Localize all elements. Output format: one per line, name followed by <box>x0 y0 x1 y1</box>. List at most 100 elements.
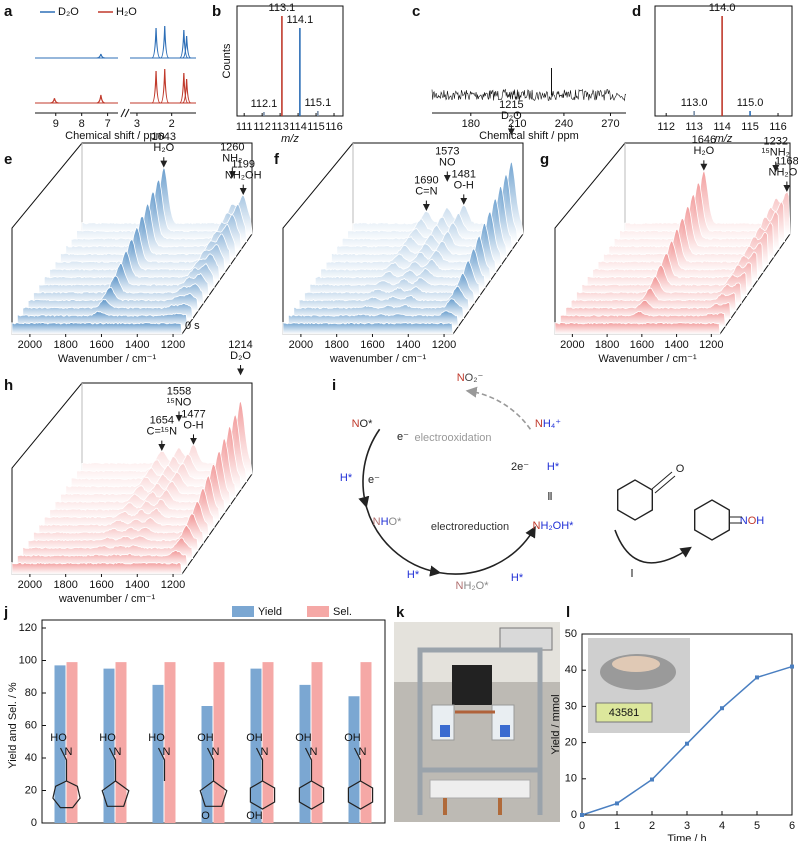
annotation-value: 1646 <box>692 134 716 146</box>
label-part: H₄⁺ <box>543 418 561 430</box>
spectrum-trace <box>11 561 183 575</box>
peak-label: 115.1 <box>304 97 331 109</box>
annotation-value: 1214 <box>228 339 252 351</box>
panel-label: h <box>4 377 13 394</box>
annotation-value: 1573 <box>435 145 459 157</box>
x-tick-label: 5 <box>754 820 760 832</box>
x-tick-label: 113 <box>271 121 289 133</box>
species-label: NH₂OH* <box>533 520 575 532</box>
label-part: H* <box>340 472 353 484</box>
label-part: e⁻ <box>368 474 380 486</box>
x-tick-label: 1800 <box>324 339 348 351</box>
x-tick-label: 2 <box>649 820 655 832</box>
x-tick-label: 1800 <box>53 579 77 591</box>
time-label: 0 s <box>185 320 200 332</box>
structure-label: N <box>65 746 73 758</box>
ring <box>617 479 653 521</box>
x-tick-label: 1200 <box>432 339 456 351</box>
spectrum-trace <box>38 262 210 296</box>
label-part: N <box>457 372 465 384</box>
inset-display <box>595 702 653 723</box>
x-tick-label: 1600 <box>89 579 113 591</box>
data-point <box>755 675 759 680</box>
species-label: 2e⁻ <box>511 461 529 473</box>
panel-label: d <box>632 3 641 20</box>
annotation-label: NO <box>439 156 456 168</box>
x-tick-label: 116 <box>325 121 343 133</box>
x-tick-label: 113 <box>685 121 703 133</box>
species-label: NOH <box>740 515 765 527</box>
species-label: electroreduction <box>431 521 509 533</box>
label-part: O <box>748 515 757 527</box>
bar <box>348 696 360 823</box>
species-label: H* <box>340 472 353 484</box>
spectrum-trace <box>293 298 465 320</box>
peak-label: 113.1 <box>269 2 296 14</box>
x-axis-label: m/z <box>281 133 299 145</box>
bar <box>103 668 115 823</box>
label-part: N <box>373 516 381 528</box>
label-part: N <box>455 580 463 592</box>
species-label: electrooxidation <box>414 432 491 444</box>
spectrum-trace <box>586 253 753 289</box>
label-part: electroreduction <box>431 521 509 533</box>
legend-label: Yield <box>258 606 282 618</box>
annotation-label: NH₂ <box>222 153 242 165</box>
spectrum-trace <box>38 501 210 536</box>
x-tick-label: 7 <box>105 118 111 130</box>
label-part: H₂OH* <box>540 520 574 532</box>
panel-label: b <box>212 3 221 20</box>
x-tick-label: 115 <box>741 121 759 133</box>
species-label: NH₂O* <box>455 580 489 592</box>
spectrum-trace <box>22 298 194 320</box>
spectrum-trace <box>314 248 486 289</box>
legend-label: Sel. <box>333 606 352 618</box>
inset-reading: 43581 <box>609 707 640 719</box>
label-part: e⁻ <box>397 431 409 443</box>
species-label: H* <box>547 461 560 473</box>
bar <box>201 706 213 823</box>
spectrum-trace <box>309 260 481 296</box>
panel-label: j <box>3 604 8 621</box>
y-tick-label: 0 <box>571 809 577 821</box>
reaction-arrow <box>614 529 692 564</box>
cycle-arrow <box>438 526 536 575</box>
x-tick-label: 112 <box>253 121 271 133</box>
y-tick-label: 10 <box>565 773 577 785</box>
inset-product <box>612 656 660 672</box>
x-tick-label: 1800 <box>595 339 619 351</box>
molecule-bond <box>353 747 362 781</box>
x-tick-label: 1200 <box>161 339 185 351</box>
x-axis-label: wavenumber / cm⁻¹ <box>58 593 156 605</box>
label-part: H <box>756 515 764 527</box>
structure-label: N <box>163 746 171 758</box>
legend-swatch <box>232 606 254 617</box>
label-part: O <box>676 463 685 475</box>
label-part: N <box>535 418 543 430</box>
y-tick-label: 20 <box>565 737 577 749</box>
spectrum-trace <box>592 239 759 281</box>
species-label: e⁻ <box>397 431 409 443</box>
y-tick-label: 60 <box>25 719 37 731</box>
species-label: e⁻ <box>368 474 380 486</box>
spectrum-trace <box>33 513 204 544</box>
spectrum-trace <box>43 487 215 529</box>
data-point <box>580 813 584 817</box>
annotation-value: 1481 <box>452 168 476 180</box>
plot-frame <box>236 5 344 117</box>
spectrum-trace <box>33 275 204 304</box>
label-part: O* <box>360 418 374 430</box>
y-tick-label: 30 <box>565 700 577 712</box>
species-label: NH₄⁺ <box>535 418 561 430</box>
annotation-label: H₂O <box>153 142 174 154</box>
annotation-value: 1260 <box>220 142 244 154</box>
spectrum-trace <box>565 300 732 320</box>
x-tick-label: 2 <box>169 118 175 130</box>
structure-label: HO <box>99 732 116 744</box>
peak-label: 113.0 <box>681 97 708 109</box>
bar <box>152 684 164 823</box>
nmr-peak <box>160 68 170 104</box>
x-tick-label: 1600 <box>89 339 113 351</box>
y-axis-label: Yield and Sel. / % <box>7 682 19 769</box>
annotation-label: ¹⁵NO <box>167 396 192 408</box>
